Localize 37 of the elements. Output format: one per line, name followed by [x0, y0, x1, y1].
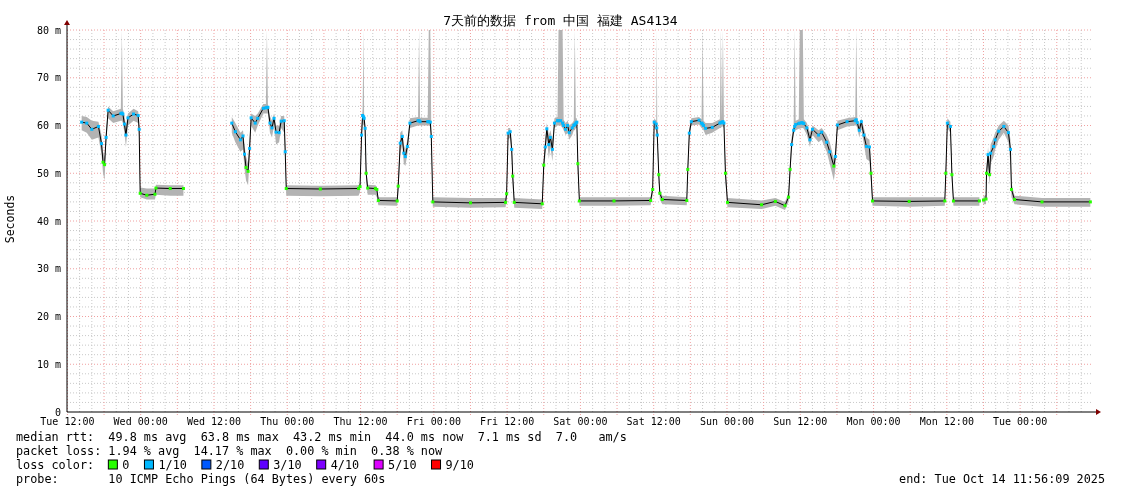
y-tick-label: 20 m	[36, 311, 61, 322]
x-tick-label: Sat 00:00	[553, 416, 608, 427]
legend-label: 2/10	[215, 458, 245, 472]
chart-title: 7天前的数据 from 中国 福建 AS4134	[443, 13, 678, 28]
legend-label: 9/10	[445, 458, 474, 472]
x-tick-label: Tue 00:00	[993, 416, 1048, 427]
x-tick-label: Thu 00:00	[260, 416, 315, 427]
x-tick-label: Wed 12:00	[186, 416, 242, 427]
y-tick-label: 30 m	[36, 263, 61, 275]
legend-label: 3/10	[273, 458, 302, 472]
y-tick-label: 80 m	[36, 24, 61, 36]
legend-label: 5/10	[388, 458, 417, 472]
y-tick-label: 10 m	[36, 358, 61, 370]
x-tick-label: Mon 12:00	[919, 416, 974, 427]
legend-label: 1/10	[158, 458, 187, 472]
x-tick-label: Fri 00:00	[406, 416, 461, 427]
x-tick-label: Fri 12:00	[480, 416, 535, 427]
text: packet loss: 1.94 % avg 14.17 % max 0.00 % min 0.38 % now	[16, 444, 444, 458]
y-tick-label: 0	[54, 406, 61, 418]
legend-label: 4/10	[330, 458, 360, 472]
text: probe: 10 ICMP Echo Pings (64 Bytes) every 60s	[16, 472, 386, 486]
y-tick-label: 50 m	[36, 167, 61, 179]
y-tick-label: 60 m	[36, 120, 61, 131]
x-tick-label: Tue 12:00	[40, 416, 95, 427]
x-tick-label: Mon 00:00	[846, 416, 901, 427]
x-tick-label: Wed 00:00	[113, 416, 168, 427]
y-tick-label: 70 m	[36, 72, 61, 84]
x-tick-label: Thu 12:00	[333, 416, 388, 427]
x-tick-label: Sun 12:00	[773, 416, 828, 427]
x-tick-label: Sun 00:00	[699, 416, 755, 427]
x-tick-label: Sat 12:00	[626, 416, 681, 427]
legend-label: 0	[122, 458, 130, 472]
legend-title: loss color:	[16, 458, 95, 472]
y-tick-label: 40 m	[36, 215, 61, 227]
y-axis-title: Seconds	[3, 194, 17, 244]
text: median rtt: 49.8 ms avg 63.8 ms max 43.2 ms min 44.0 ms now 7.1 ms sd 7.0 am/s	[16, 430, 627, 444]
text: end: Tue Oct 14 11:56:09 2025	[899, 472, 1105, 486]
